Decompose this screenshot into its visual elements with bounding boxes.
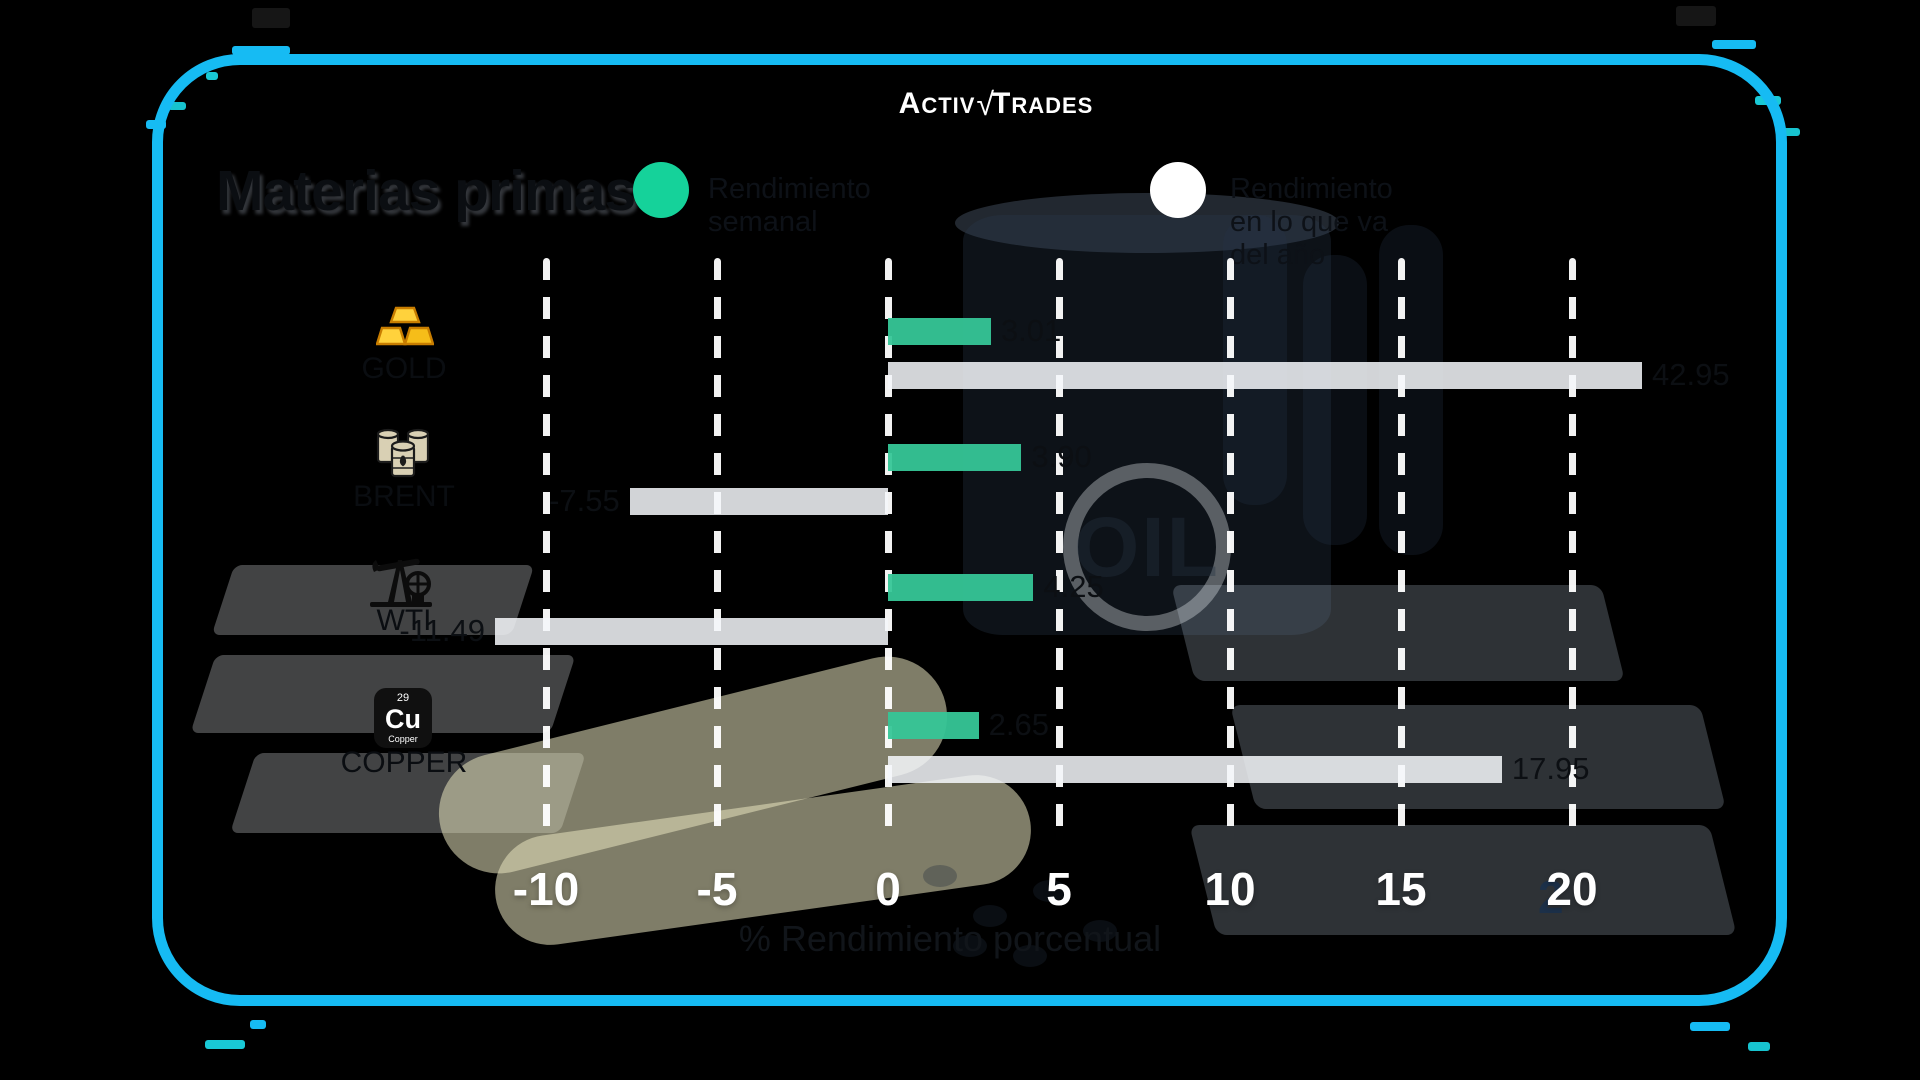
oil-barrels-icon — [376, 428, 430, 478]
glitch-fragment — [1782, 128, 1800, 136]
gridline-0 — [885, 258, 892, 842]
x-tick-20: 20 — [1546, 863, 1598, 915]
oil-logo-watermark: OIL — [1063, 463, 1231, 631]
legend-dot-0 — [633, 162, 689, 218]
glitch-fragment — [205, 1040, 245, 1049]
x-axis-title: % Rendimiento porcentual — [738, 918, 1162, 959]
activtrades-logo: ACTIV√TRADES — [796, 84, 1196, 122]
value-ytd-copper: 17.95 — [1511, 751, 1590, 786]
glitch-fragment — [1690, 1022, 1730, 1031]
copper-pipe-image — [1303, 255, 1367, 545]
copper-pipe-image — [1379, 225, 1443, 555]
bar-ytd-copper — [888, 756, 1502, 783]
logo-text-1: CTIV — [921, 93, 976, 118]
glitch-fragment — [252, 8, 290, 28]
gridline-20 — [1569, 258, 1576, 842]
page-title: Materias primas — [216, 159, 636, 223]
logo-check-mark-icon: √ — [976, 86, 995, 122]
x-tick--10: -10 — [512, 863, 580, 915]
category-label-wti: WTI — [376, 604, 432, 637]
bar-ytd-wti — [495, 618, 888, 645]
category-label-gold: GOLD — [361, 352, 447, 385]
legend-label-0: Rendimiento semanal — [708, 173, 871, 238]
oil-barrel-image — [963, 215, 1331, 635]
glitch-fragment — [232, 46, 290, 55]
gridline-10 — [1227, 258, 1234, 842]
bar-ytd-gold — [888, 362, 1642, 389]
value-weekly-copper: 2.65 — [988, 707, 1049, 742]
legend-dot-1 — [1150, 162, 1206, 218]
copper-atomic-number: 29 — [396, 691, 410, 704]
gridline--5 — [714, 258, 721, 842]
logo-letter: T — [992, 87, 1012, 120]
bar-weekly-wti — [888, 574, 1034, 601]
x-tick-10: 10 — [1204, 863, 1256, 915]
bar-weekly-gold — [888, 318, 991, 345]
gridline-5 — [1056, 258, 1063, 842]
value-weekly-gold: 3.01 — [1000, 313, 1062, 348]
value-ytd-gold: 42.95 — [1652, 357, 1730, 392]
value-weekly-brent: 3.90 — [1031, 439, 1092, 474]
copper-element-icon: 29 Cu Copper — [374, 688, 432, 748]
copper-symbol: Cu — [385, 703, 421, 734]
gridline--10 — [543, 258, 550, 842]
value-ytd-brent: -7.55 — [549, 483, 620, 518]
category-label-brent: BRENT — [353, 480, 455, 513]
value-ytd-wti: -11.49 — [399, 613, 486, 648]
bar-weekly-copper — [888, 712, 979, 739]
x-tick-15: 15 — [1375, 863, 1427, 915]
legend-label-1: Rendimiento en lo que va del año — [1230, 173, 1393, 271]
glitch-fragment — [250, 1020, 266, 1029]
copper-name: Copper — [388, 733, 418, 744]
gold-bars-icon — [376, 306, 434, 346]
value-weekly-wti: 4.25 — [1043, 569, 1104, 604]
category-label-copper: COPPER — [340, 746, 468, 779]
logo-letter: A — [898, 87, 922, 120]
oil-pump-icon — [370, 558, 432, 607]
glitch-fragment — [1748, 1042, 1770, 1051]
glitch-fragment — [1676, 6, 1716, 26]
bar-ytd-brent — [629, 488, 888, 515]
x-tick-0: 0 — [875, 863, 901, 915]
gridline-15 — [1398, 258, 1405, 842]
x-tick-artifact: 2 — [1538, 871, 1564, 923]
logo-text-2: RADES — [1011, 93, 1094, 118]
glitch-fragment — [1712, 40, 1756, 49]
x-tick-5: 5 — [1046, 863, 1072, 915]
bar-weekly-brent — [888, 444, 1022, 471]
x-tick--5: -5 — [696, 863, 738, 915]
